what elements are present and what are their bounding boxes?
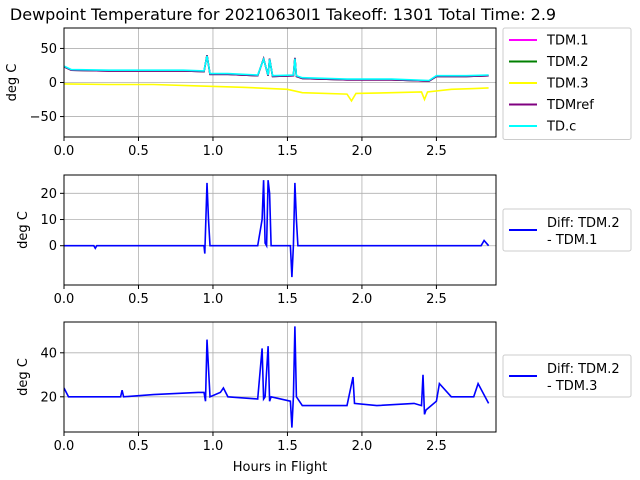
plot-frame	[63, 321, 497, 433]
x-tick-label: 1.5	[277, 144, 298, 159]
legend-box	[502, 354, 632, 398]
x-tick-label: 0.0	[54, 144, 75, 159]
y-tick-label: −50	[30, 110, 57, 125]
series-line-tdm-2	[64, 55, 489, 82]
subplot-3: 0.0 0.5 1.0 1.5 2.0 2.5 20 40 deg C Diff: TDM.2- …	[16, 321, 632, 454]
subplot-1: 0.0 0.5 1.0 1.5 2.0 2.5 −50 0 50 deg C TDM.1 TDM.2 T…	[5, 27, 632, 159]
plot-frame	[63, 27, 497, 138]
subplot-2: 0.0 0.5 1.0 1.5 2.0 2.5 0 10 20 deg C Diff: TDM.2-…	[16, 174, 632, 307]
x-tick-label: 0.5	[128, 144, 149, 159]
x-tick-label: 1.5	[277, 292, 298, 307]
y-tick-label: 10	[40, 213, 57, 228]
figure-title: Dewpoint Temperature for 20210630I1 Take…	[10, 5, 556, 24]
x-tick-label: 2.5	[426, 439, 447, 454]
legend-label: TDM.3	[546, 77, 589, 92]
y-tick-label: 20	[40, 187, 57, 202]
x-axis-label: Hours in Flight	[233, 460, 328, 475]
x-tick-label: 0.5	[128, 439, 149, 454]
y-tick-label: 40	[40, 346, 57, 361]
series-line-tdm-3	[64, 83, 489, 103]
legend-label: TDM.2	[546, 55, 589, 70]
x-tick-label: 1.0	[203, 439, 224, 454]
series-line-diff-tdm-2-tdm-3	[64, 326, 490, 428]
x-tick-label: 1.0	[203, 144, 224, 159]
legend-label: TDM.1	[546, 34, 589, 49]
series-line-diff-tdm-2-tdm-1	[64, 180, 490, 278]
x-tick-label: 2.5	[426, 292, 447, 307]
x-tick-label: 0.0	[54, 292, 75, 307]
x-tick-label: 0.5	[128, 292, 149, 307]
x-tick-label: 2.0	[352, 144, 373, 159]
legend-box	[502, 27, 632, 140]
legend-label: TDMref	[546, 98, 594, 113]
plot-frame	[63, 174, 497, 286]
series-line-tdm-1	[64, 55, 489, 82]
y-tick-label: 0	[49, 76, 57, 91]
x-tick-label: 2.5	[426, 144, 447, 159]
x-tick-label: 0.0	[54, 439, 75, 454]
x-tick-label: 2.0	[352, 439, 373, 454]
legend-label: Diff: TDM.2- TDM.1	[547, 216, 620, 248]
y-tick-label: 20	[40, 390, 57, 405]
x-tick-label: 1.5	[277, 439, 298, 454]
y-axis-label: deg C	[16, 211, 31, 249]
legend-box	[502, 208, 632, 252]
y-tick-label: 50	[40, 42, 57, 57]
y-axis-label: deg C	[16, 358, 31, 396]
x-tick-label: 2.0	[352, 292, 373, 307]
y-tick-label: 0	[49, 239, 57, 254]
legend-label: TD.c	[546, 120, 576, 135]
x-tick-label: 1.0	[203, 292, 224, 307]
y-axis-label: deg C	[5, 64, 20, 102]
series-line-tdmref	[64, 55, 489, 82]
series-line-td-c	[64, 55, 489, 82]
legend-label: Diff: TDM.2- TDM.3	[547, 362, 620, 394]
